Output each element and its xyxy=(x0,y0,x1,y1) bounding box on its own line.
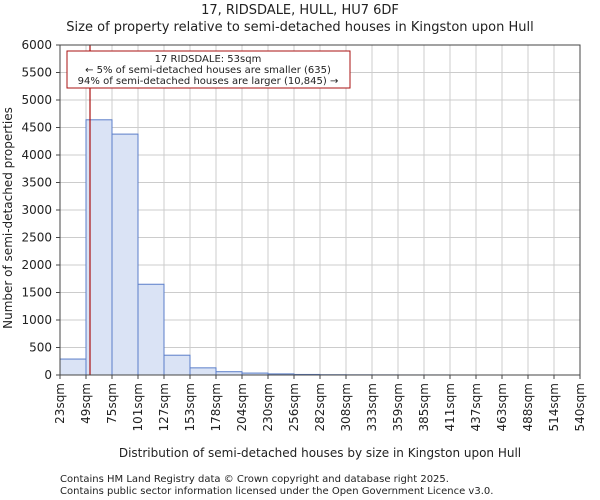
y-tick-label-1: 500 xyxy=(29,341,52,355)
bar-23sqm xyxy=(59,358,87,376)
x-tick-label-282sqm: 282sqm xyxy=(313,383,327,431)
x-tick-label-308sqm: 308sqm xyxy=(339,383,353,431)
x-tick-label-204sqm: 204sqm xyxy=(235,383,249,431)
x-tick-label-514sqm: 514sqm xyxy=(547,383,561,431)
x-tick-label-385sqm: 385sqm xyxy=(417,383,431,431)
footer-line-2: Contains public sector information licen… xyxy=(60,486,493,497)
x-tick-label-127sqm: 127sqm xyxy=(157,383,171,431)
chart-title: 17, RIDSDALE, HULL, HU7 6DF xyxy=(201,3,399,18)
y-axis-ticks: 0 500 1000 1500 2000 2500 3000 3500 4000 4500 5000… xyxy=(21,38,60,382)
x-tick-label-23sqm: 23sqm xyxy=(53,383,67,424)
y-tick-label-9: 4500 xyxy=(21,121,52,135)
y-tick-label-0: 0 xyxy=(44,368,52,382)
x-tick-label-49sqm: 49sqm xyxy=(79,383,93,424)
x-tick-label-153sqm: 153sqm xyxy=(183,383,197,431)
y-axis-label: Number of semi-detached properties xyxy=(1,107,15,329)
y-tick-label-11: 5500 xyxy=(21,66,52,80)
y-tick-label-2: 1000 xyxy=(21,313,52,327)
x-tick-label-101sqm: 101sqm xyxy=(131,383,145,431)
y-tick-label-6: 3000 xyxy=(21,203,52,217)
x-axis-ticks: 23sqm 49sqm 75sqm 101sqm 127sqm 153sqm 178sqm 2… xyxy=(53,375,587,431)
y-tick-label-5: 2500 xyxy=(21,231,52,245)
annotation-line-3: 94% of semi-detached houses are larger (… xyxy=(78,76,339,87)
bar-127sqm xyxy=(163,354,191,376)
chart-subtitle: Size of property relative to semi-detach… xyxy=(66,20,533,35)
bar-101sqm xyxy=(137,283,165,376)
annotation-line-1: 17 RIDSDALE: 53sqm xyxy=(155,54,262,65)
y-tick-label-8: 4000 xyxy=(21,148,52,162)
annotation-line-2: ← 5% of semi-detached houses are smaller… xyxy=(85,65,331,76)
x-tick-label-256sqm: 256sqm xyxy=(287,383,301,431)
x-tick-label-540sqm: 540sqm xyxy=(573,383,587,431)
x-tick-label-333sqm: 333sqm xyxy=(365,383,379,431)
x-tick-label-359sqm: 359sqm xyxy=(391,383,405,431)
x-tick-label-488sqm: 488sqm xyxy=(521,383,535,431)
y-tick-label-7: 3500 xyxy=(21,176,52,190)
bar-75sqm xyxy=(111,133,139,376)
x-tick-label-178sqm: 178sqm xyxy=(209,383,223,431)
y-tick-label-10: 5000 xyxy=(21,93,52,107)
bars xyxy=(59,119,451,376)
annotation-frame xyxy=(66,50,351,89)
bar-153sqm xyxy=(189,367,217,376)
x-tick-label-463sqm: 463sqm xyxy=(495,383,509,431)
x-tick-label-230sqm: 230sqm xyxy=(261,383,275,431)
annotation-box: 17 RIDSDALE: 53sqm ← 5% of semi-detached… xyxy=(66,50,351,89)
y-tick-label-3: 1500 xyxy=(21,286,52,300)
x-tick-label-75sqm: 75sqm xyxy=(105,383,119,424)
x-tick-label-437sqm: 437sqm xyxy=(469,383,483,431)
footer-line-1: Contains HM Land Registry data © Crown c… xyxy=(60,474,449,485)
x-tick-label-411sqm: 411sqm xyxy=(443,383,457,431)
x-axis-label: Distribution of semi-detached houses by … xyxy=(119,446,521,460)
y-tick-label-12: 6000 xyxy=(21,38,52,52)
y-tick-label-4: 2000 xyxy=(21,258,52,272)
